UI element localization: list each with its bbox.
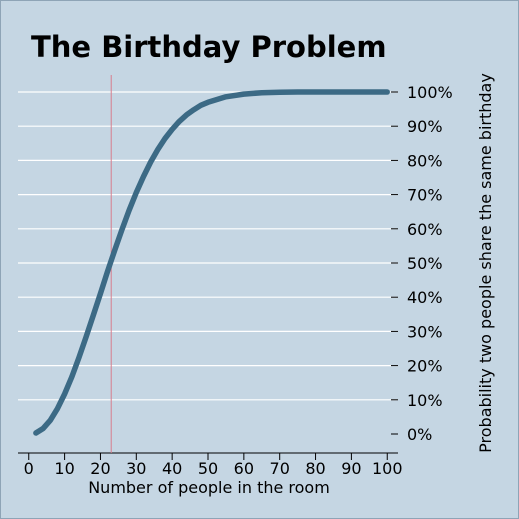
y-axis-label: Probability two people share the same bi…	[476, 73, 495, 453]
y-tick-label: 40%	[407, 288, 443, 307]
y-tick-label: 90%	[407, 117, 443, 136]
gridlines	[18, 91, 398, 435]
y-tick-label: 20%	[407, 357, 443, 376]
chart-title: The Birthday Problem	[31, 30, 387, 64]
y-tick-label: 60%	[407, 220, 443, 239]
x-tick-label: 10	[54, 459, 74, 478]
x-tick-label: 50	[198, 459, 218, 478]
x-tick-label: 80	[305, 459, 325, 478]
y-tick-label: 0%	[407, 425, 432, 444]
x-axis-label: Number of people in the room	[88, 478, 330, 497]
axes	[18, 452, 398, 460]
y-tick-label: 80%	[407, 151, 443, 170]
y-tick-label: 30%	[407, 322, 443, 341]
x-tick-label: 40	[162, 459, 182, 478]
x-tick-label: 90	[341, 459, 361, 478]
x-tick-label: 30	[126, 459, 146, 478]
x-tick-labels: 0 10 20 30 40 50 60 70 80 90 100	[24, 459, 403, 478]
x-tick-label: 70	[270, 459, 290, 478]
x-tick-label: 60	[234, 459, 254, 478]
y-tick-label: 50%	[407, 254, 443, 273]
x-tick-label: 0	[24, 459, 34, 478]
y-tick-label: 70%	[407, 186, 443, 205]
y-tick-label: 10%	[407, 391, 443, 410]
series-line	[33, 89, 390, 436]
x-tick-label: 100	[372, 459, 403, 478]
series-group	[33, 89, 390, 436]
y-tick-labels: 0% 10% 20% 30% 40% 50% 60% 70% 80% 90% 100%	[407, 83, 453, 444]
x-tick-label: 20	[90, 459, 110, 478]
y-tick-label: 100%	[407, 83, 453, 102]
